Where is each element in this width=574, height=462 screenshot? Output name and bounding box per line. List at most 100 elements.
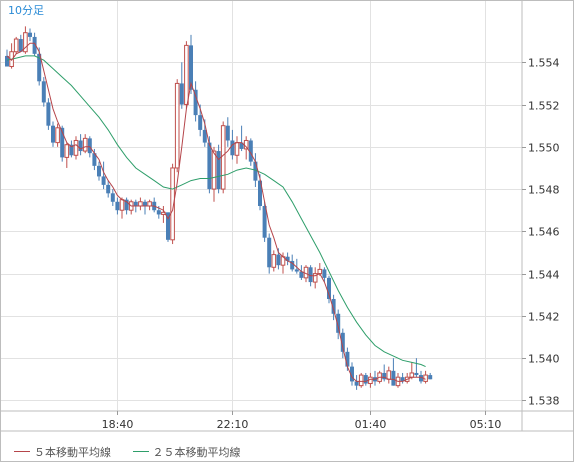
candle-body-up [184, 44, 189, 106]
candle-body-up [243, 139, 249, 150]
candle-body-down [133, 201, 138, 206]
candle-body-down [110, 193, 115, 202]
candle-body-down [253, 161, 258, 181]
candle-body-down [354, 381, 359, 386]
legend-swatch-ma25 [132, 451, 149, 452]
candle-body-down [32, 36, 37, 54]
candle-body-down [290, 260, 295, 270]
candle-body-up [147, 201, 152, 207]
candle-body-down [419, 375, 423, 382]
candle-body-down [299, 271, 304, 278]
candle-body-up [386, 370, 392, 380]
candle-body-down [363, 375, 368, 384]
candle-body-up [73, 139, 79, 156]
candle-body-down [202, 129, 207, 143]
timeframe-label: 10分足 [8, 4, 44, 17]
axis-layer: 1.538 1.540 1.542 1.544 1.546 1.548 1.550 1.552… [0, 0, 573, 432]
candle-body-down [258, 180, 262, 206]
x-tick-label: 05:10 [470, 418, 502, 431]
candle-body-down [18, 39, 23, 52]
candle-body-up [220, 125, 226, 190]
candle-body-down [60, 127, 65, 158]
legend-item-ma25: ２５本移動平均線 [132, 444, 241, 460]
x-tick-label: 22:10 [217, 418, 249, 431]
y-tick-label: 1.554 [528, 57, 560, 70]
candle-body-down [166, 212, 170, 240]
candle-body-down [69, 144, 74, 156]
y-tick-label: 1.548 [528, 184, 560, 197]
candle-body-down [225, 125, 230, 141]
legend-label-ma5: ５本移動平均線 [34, 445, 111, 459]
y-tick-label: 1.552 [528, 100, 560, 113]
candle-body-up [174, 82, 180, 169]
y-tick-label: 1.544 [528, 269, 560, 282]
candle-body-down [336, 313, 341, 333]
candle-body-down [391, 370, 396, 386]
candle-body-down [193, 89, 198, 116]
y-tick-label: 1.540 [528, 353, 560, 366]
candle-body-up [211, 150, 217, 190]
candle-body-down [327, 277, 331, 299]
candle-body-up [64, 144, 70, 158]
candle-body-down [267, 237, 272, 268]
candle-body-down [239, 142, 244, 149]
candle-body-up [82, 137, 88, 152]
moving-average-layer [6, 42, 426, 382]
candle-body-down [124, 199, 129, 211]
candle-body-down [248, 140, 253, 162]
candle-body-down [179, 83, 184, 105]
candles-layer [5, 26, 433, 390]
candle-body-up [409, 372, 415, 378]
y-tick-label: 1.546 [528, 226, 560, 239]
candle-body-up [13, 38, 19, 53]
candle-body-down [101, 176, 106, 185]
candle-body-down [87, 138, 92, 154]
candle-body-down [78, 140, 83, 152]
ma25-line [6, 55, 426, 368]
x-tick-label: 01:40 [355, 418, 387, 431]
candle-body-up [312, 273, 318, 283]
candle-body-down [51, 125, 55, 143]
candle-body-down [207, 142, 212, 190]
x-tick-label: 18:40 [102, 418, 134, 431]
candle-body-up [358, 374, 364, 387]
legend-item-ma5: ５本移動平均線 [14, 444, 111, 460]
candle-body-down [350, 366, 354, 382]
legend: ５本移動平均線 ２５本移動平均線 [14, 442, 259, 459]
candle-body-down [37, 53, 42, 82]
candle-body-up [271, 254, 277, 268]
legend-label-ma25: ２５本移動平均線 [152, 445, 241, 459]
candle-body-down [28, 32, 32, 37]
y-tick-label: 1.538 [528, 395, 560, 408]
candle-body-down [198, 115, 203, 130]
candle-body-down [340, 332, 345, 352]
candle-body-down [41, 81, 46, 103]
candle-body-up [317, 268, 323, 275]
candle-body-up [55, 127, 60, 144]
candle-body-up [234, 142, 240, 156]
candle-body-down [276, 254, 281, 266]
candle-body-down [46, 102, 51, 126]
candle-body-down [230, 140, 235, 156]
legend-swatch-ma5 [14, 451, 30, 452]
candle-body-down [308, 267, 313, 283]
ma5-line [6, 42, 426, 382]
candle-body-down [97, 165, 101, 177]
candle-body-up [170, 167, 175, 241]
candle-body-down [331, 298, 336, 314]
candle-body-down [322, 269, 327, 278]
candle-body-down [106, 184, 111, 194]
y-tick-label: 1.550 [528, 142, 560, 155]
candle-body-down [345, 351, 350, 367]
candle-body-down [92, 153, 97, 166]
candle-body-down [262, 206, 267, 238]
candle-body-down [115, 201, 120, 211]
candle-body-up [138, 201, 143, 207]
y-tick-label: 1.542 [528, 311, 560, 324]
candle-body-up [23, 32, 28, 53]
candle-body-down [143, 201, 147, 206]
candle-body-down [216, 151, 221, 190]
candle-body-down [428, 375, 433, 380]
candle-body-down [189, 45, 193, 90]
